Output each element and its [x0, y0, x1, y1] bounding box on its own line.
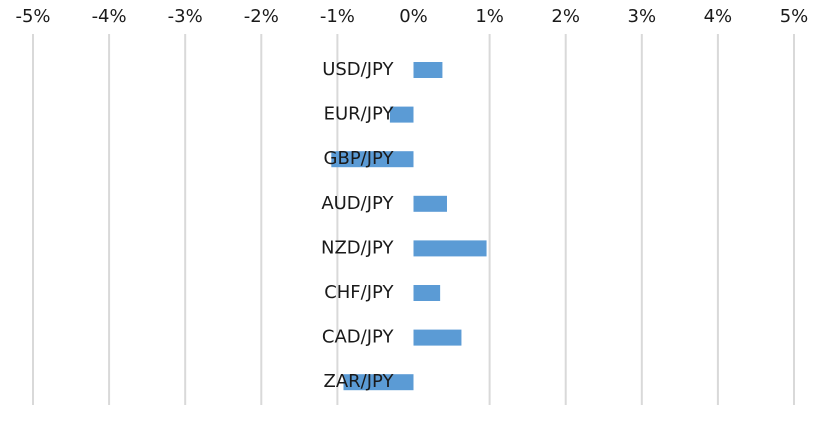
x-tick-label: 4% [704, 6, 733, 27]
category-label: NZD/JPY [321, 237, 394, 258]
x-tick-label: 3% [628, 6, 657, 27]
category-label: AUD/JPY [321, 193, 394, 214]
category-labels: USD/JPY EUR/JPY GBP/JPY AUD/JPY NZD/JPY CHF/J… [321, 59, 394, 392]
x-tick-label: 2% [551, 6, 580, 27]
bar-zar-jpy [343, 374, 414, 391]
category-label: EUR/JPY [324, 104, 395, 125]
gridlines [32, 34, 795, 405]
bar-cad-jpy [413, 329, 462, 346]
x-tick-label: -2% [244, 6, 279, 27]
bar-usd-jpy [413, 62, 443, 78]
x-axis-tick-labels: -5% -4% -3% -2% -1% 0% 1% 2% 3% 4% 5% [15, 6, 808, 27]
x-tick-label: -5% [15, 6, 50, 27]
category-label: ZAR/JPY [324, 371, 395, 392]
x-tick-label: 5% [780, 6, 809, 27]
bar-nzd-jpy [413, 240, 487, 257]
x-tick-label: -3% [168, 6, 203, 27]
bar-aud-jpy [413, 195, 447, 212]
x-tick-label: -4% [92, 6, 127, 27]
bar-gbp-jpy [331, 151, 414, 168]
category-label: CAD/JPY [322, 327, 395, 348]
category-label: GBP/JPY [324, 148, 395, 169]
category-label: USD/JPY [322, 59, 394, 80]
category-label: CHF/JPY [324, 282, 394, 303]
x-tick-label: 1% [475, 6, 504, 27]
bar-eur-jpy [389, 106, 414, 123]
bar-chf-jpy [413, 285, 441, 301]
x-tick-label: 0% [399, 6, 428, 27]
bars [331, 62, 487, 391]
x-tick-label: -1% [320, 6, 355, 27]
